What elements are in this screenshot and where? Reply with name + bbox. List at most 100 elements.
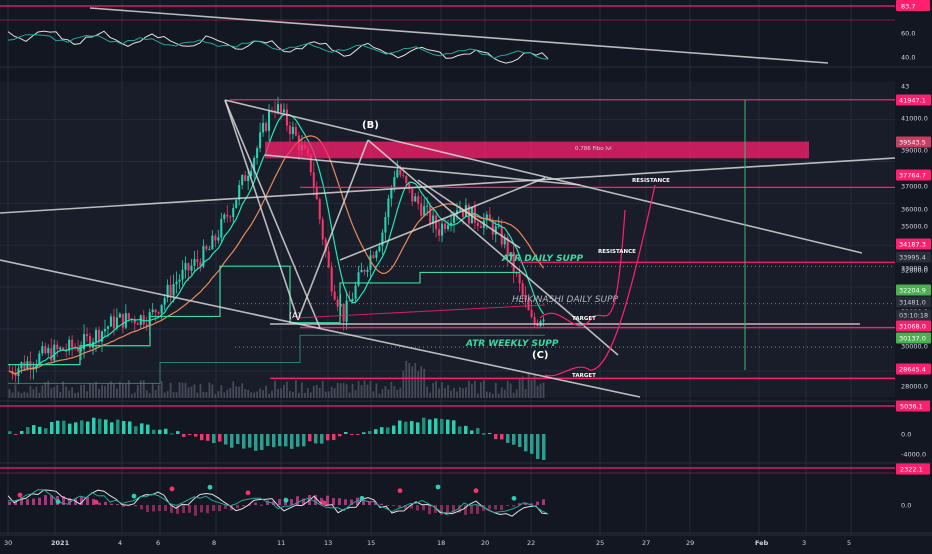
candle-body (202, 246, 205, 267)
candle-body (205, 246, 208, 250)
macd-bar (410, 505, 413, 509)
candle-body (100, 331, 104, 342)
volume-bar (280, 388, 282, 398)
macd-bar (92, 498, 95, 505)
volume-bar (181, 382, 184, 398)
price-tag-label: 32204.9 (899, 287, 926, 295)
momentum-bar (98, 418, 102, 434)
macd-bar (482, 505, 485, 511)
momentum-bar (32, 425, 36, 434)
momentum-bar (236, 434, 240, 444)
candle-body (97, 329, 101, 342)
macd-bar (194, 505, 197, 516)
volume-bar (95, 381, 97, 398)
volume-group (8, 360, 545, 398)
macd-cross-dot (245, 490, 251, 496)
momentum-bar (74, 422, 78, 434)
price-tick-label: 39000.0 (901, 147, 928, 155)
momentum-bar (116, 419, 120, 434)
candle-body (452, 214, 456, 223)
candle-body (184, 263, 187, 270)
macd-bar (338, 498, 341, 505)
macd-cross-dot (321, 500, 327, 506)
macd-bar (68, 498, 71, 505)
momentum-bar (86, 421, 90, 434)
macd-cross-dot (283, 497, 289, 503)
osc-value-tag (896, 0, 930, 11)
volume-bar (247, 389, 250, 398)
volume-bar (482, 380, 485, 398)
candle-body (265, 122, 268, 131)
candle-body (232, 208, 235, 218)
price-tag-level (896, 238, 931, 250)
annotation-wave: (A) (289, 311, 301, 320)
candle-body (20, 362, 23, 369)
volume-bar (503, 389, 506, 398)
momentum-bar (152, 429, 156, 434)
volume-bar (262, 390, 264, 398)
time-tick-label: 27 (642, 539, 650, 547)
momentum-bar (122, 421, 126, 434)
candle-body (444, 223, 447, 230)
price-tick-label: 30000.0 (901, 343, 928, 351)
candle-body (41, 346, 44, 354)
volume-bar (256, 391, 259, 398)
volume-bar (211, 384, 214, 398)
macd-bar (518, 503, 521, 505)
candle-body (282, 109, 286, 113)
volume-bar (223, 392, 226, 398)
volume-bar (324, 391, 327, 398)
macd-bar (254, 502, 257, 505)
volume-bar (283, 384, 285, 398)
candle-body (363, 270, 366, 272)
volume-bar (172, 392, 175, 398)
time-tick-label: 8 (212, 539, 216, 547)
momentum-bar (416, 422, 420, 434)
volume-bar (53, 386, 56, 398)
candle-body (154, 309, 157, 313)
momentum-bar (38, 426, 42, 434)
volume-bar (378, 393, 381, 398)
candle-body (411, 188, 414, 202)
volume-bar (196, 392, 199, 398)
macd-tick-label: 2322.1 (900, 466, 923, 474)
macd-bar (206, 505, 209, 514)
volume-bar (89, 382, 91, 398)
price-tag-plain (896, 309, 931, 321)
momentum-bar (482, 433, 486, 435)
macd-cross-dot (435, 484, 441, 490)
volume-bar (312, 385, 315, 398)
candle-body (441, 223, 444, 236)
candle-body (181, 269, 184, 280)
macd-bar (452, 505, 455, 514)
volume-bar (387, 389, 390, 398)
volume-bar (297, 392, 300, 398)
volume-bar (274, 380, 276, 398)
candle-body (402, 175, 405, 177)
volume-bar (381, 389, 384, 398)
volume-bar (118, 381, 121, 398)
macd-bar (170, 505, 173, 513)
candle-body (53, 344, 56, 361)
momentum-bar (206, 434, 210, 441)
volume-bar (208, 382, 211, 398)
candle-body (77, 347, 80, 352)
candle-body (14, 374, 17, 376)
price-tag-zone (896, 136, 931, 148)
candle-body (62, 347, 65, 351)
candle-body (417, 196, 420, 204)
volume-bar (199, 383, 202, 398)
volume-bar (56, 385, 59, 398)
volume-bar (459, 387, 461, 398)
candle-body (94, 329, 98, 342)
macd-bar (50, 495, 53, 505)
candle-body (262, 122, 265, 133)
momentum-bar (470, 430, 474, 434)
volume-bar (136, 385, 139, 398)
macd-bar (266, 500, 269, 505)
oscillator-line-teal (7, 34, 549, 60)
volume-bar (217, 391, 220, 398)
macd-bar (116, 504, 119, 506)
macd-bar (386, 505, 389, 506)
